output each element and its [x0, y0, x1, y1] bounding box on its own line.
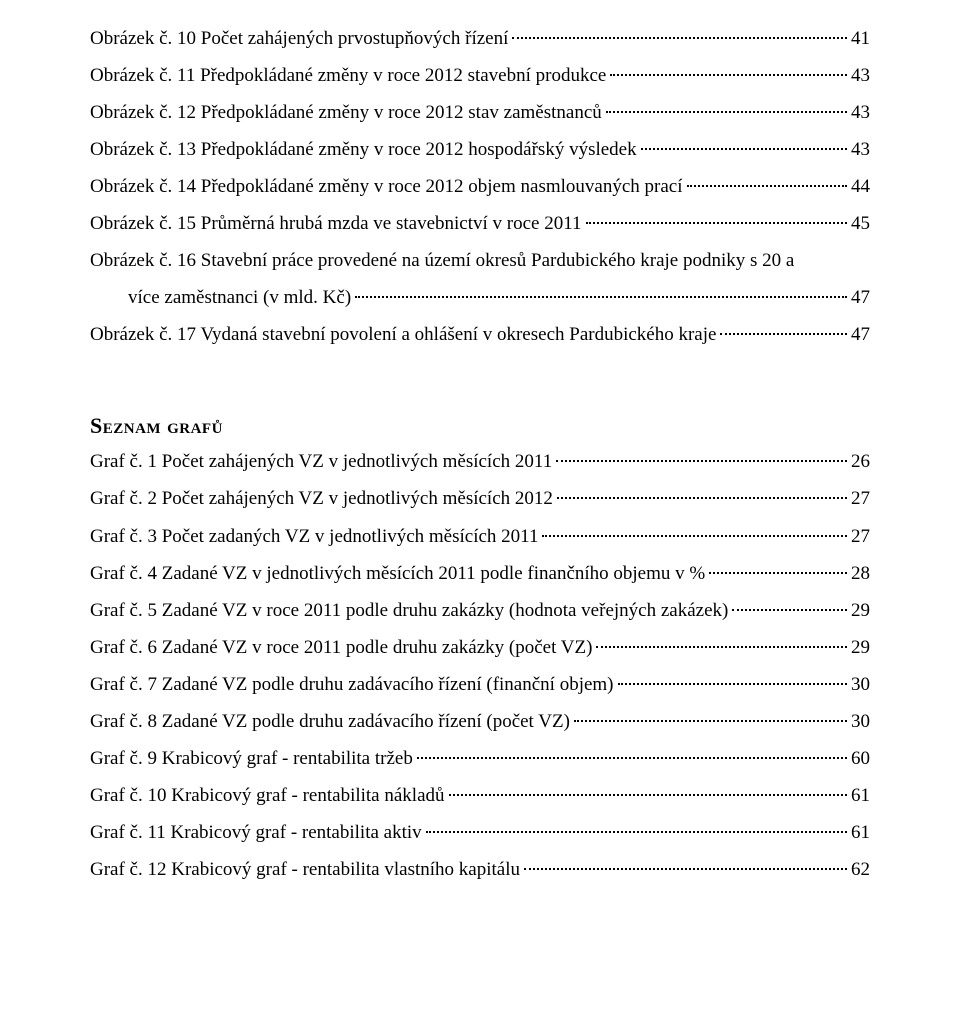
toc-entry-page: 60 [851, 740, 870, 777]
toc-entry-page: 29 [851, 629, 870, 666]
toc-entry-label: Graf č. 8 Zadané VZ podle druhu zadávací… [90, 703, 570, 740]
toc-entry-label: Obrázek č. 12 Předpokládané změny v roce… [90, 94, 602, 131]
toc-entry-page: 43 [851, 94, 870, 131]
toc-entry-label: Graf č. 2 Počet zahájených VZ v jednotli… [90, 480, 553, 517]
toc-entry-page: 45 [851, 205, 870, 242]
toc-entry-label: Graf č. 10 Krabicový graf - rentabilita … [90, 777, 445, 814]
toc-entry-label: Obrázek č. 17 Vydaná stavební povolení a… [90, 316, 716, 353]
toc-leader-dots [426, 831, 847, 833]
toc-leader-dots [732, 609, 847, 611]
toc-entry-label: Graf č. 4 Zadané VZ v jednotlivých měsíc… [90, 555, 705, 592]
toc-leader-dots [355, 296, 847, 298]
toc-entry-page: 61 [851, 814, 870, 851]
toc-entry-page: 30 [851, 666, 870, 703]
heading-text: Seznam grafů [90, 413, 223, 438]
toc-leader-dots [512, 37, 847, 39]
toc-entry-page: 43 [851, 131, 870, 168]
toc-entry: Obrázek č. 10 Počet zahájených prvostupň… [90, 20, 870, 57]
toc-leader-dots [720, 333, 847, 335]
toc-entry: Graf č. 3 Počet zadaných VZ v jednotlivý… [90, 518, 870, 555]
toc-entry-page: 28 [851, 555, 870, 592]
toc-leader-dots [610, 74, 847, 76]
toc-entry-label: Obrázek č. 14 Předpokládané změny v roce… [90, 168, 683, 205]
toc-entry-page: 30 [851, 703, 870, 740]
toc-entry: Obrázek č. 16 Stavební práce provedené n… [90, 242, 870, 279]
toc-entry-label: Obrázek č. 10 Počet zahájených prvostupň… [90, 20, 508, 57]
toc-entry-label: Graf č. 9 Krabicový graf - rentabilita t… [90, 740, 413, 777]
toc-entry-label: Graf č. 12 Krabicový graf - rentabilita … [90, 851, 520, 888]
toc-entry: Graf č. 1 Počet zahájených VZ v jednotli… [90, 443, 870, 480]
toc-entry-page: 62 [851, 851, 870, 888]
toc-entry-label: Obrázek č. 11 Předpokládané změny v roce… [90, 57, 606, 94]
toc-entry: Obrázek č. 17 Vydaná stavební povolení a… [90, 316, 870, 353]
toc-entry: více zaměstnanci (v mld. Kč) 47 [90, 279, 870, 316]
toc-leader-dots [449, 794, 847, 796]
list-of-figures: Obrázek č. 10 Počet zahájených prvostupň… [90, 20, 870, 353]
toc-entry: Graf č. 12 Krabicový graf - rentabilita … [90, 851, 870, 888]
toc-leader-dots [618, 683, 847, 685]
toc-entry: Graf č. 10 Krabicový graf - rentabilita … [90, 777, 870, 814]
toc-entry-label: více zaměstnanci (v mld. Kč) [128, 279, 351, 316]
toc-entry: Obrázek č. 15 Průměrná hrubá mzda ve sta… [90, 205, 870, 242]
toc-entry-page: 41 [851, 20, 870, 57]
toc-entry-page: 29 [851, 592, 870, 629]
toc-entry-label: Graf č. 1 Počet zahájených VZ v jednotli… [90, 443, 552, 480]
toc-leader-dots [586, 222, 847, 224]
toc-leader-dots [709, 572, 847, 574]
toc-leader-dots [542, 535, 847, 537]
toc-leader-dots [641, 148, 847, 150]
toc-leader-dots [606, 111, 847, 113]
toc-entry-label: Obrázek č. 13 Předpokládané změny v roce… [90, 131, 637, 168]
toc-entry: Graf č. 7 Zadané VZ podle druhu zadávací… [90, 666, 870, 703]
toc-entry-page: 44 [851, 168, 870, 205]
toc-entry: Obrázek č. 12 Předpokládané změny v roce… [90, 94, 870, 131]
toc-entry-label: Graf č. 6 Zadané VZ v roce 2011 podle dr… [90, 629, 592, 666]
toc-leader-dots [596, 646, 847, 648]
toc-entry-label: Graf č. 3 Počet zadaných VZ v jednotlivý… [90, 518, 538, 555]
toc-entry-page: 61 [851, 777, 870, 814]
toc-leader-dots [687, 185, 848, 187]
toc-entry-page: 47 [851, 279, 870, 316]
toc-entry: Graf č. 8 Zadané VZ podle druhu zadávací… [90, 703, 870, 740]
toc-entry-label: Graf č. 11 Krabicový graf - rentabilita … [90, 814, 422, 851]
toc-entry-page: 43 [851, 57, 870, 94]
toc-leader-dots [417, 757, 847, 759]
toc-leader-dots [557, 497, 847, 499]
toc-entry: Graf č. 5 Zadané VZ v roce 2011 podle dr… [90, 592, 870, 629]
toc-leader-dots [574, 720, 847, 722]
toc-entry-page: 27 [851, 518, 870, 555]
list-of-charts: Graf č. 1 Počet zahájených VZ v jednotli… [90, 443, 870, 888]
toc-entry: Obrázek č. 11 Předpokládané změny v roce… [90, 57, 870, 94]
toc-entry: Graf č. 6 Zadané VZ v roce 2011 podle dr… [90, 629, 870, 666]
toc-entry: Graf č. 9 Krabicový graf - rentabilita t… [90, 740, 870, 777]
toc-leader-dots [524, 868, 847, 870]
document-page: Obrázek č. 10 Počet zahájených prvostupň… [0, 0, 960, 918]
toc-entry-page: 47 [851, 316, 870, 353]
list-of-charts-heading: Seznam grafů [90, 413, 870, 439]
toc-entry-page: 26 [851, 443, 870, 480]
toc-entry-page: 27 [851, 480, 870, 517]
toc-leader-dots [556, 460, 847, 462]
toc-entry-label: Graf č. 7 Zadané VZ podle druhu zadávací… [90, 666, 614, 703]
toc-entry-label: Obrázek č. 16 Stavební práce provedené n… [90, 242, 794, 279]
toc-entry: Obrázek č. 14 Předpokládané změny v roce… [90, 168, 870, 205]
toc-entry-label: Graf č. 5 Zadané VZ v roce 2011 podle dr… [90, 592, 728, 629]
toc-entry: Obrázek č. 13 Předpokládané změny v roce… [90, 131, 870, 168]
toc-entry: Graf č. 11 Krabicový graf - rentabilita … [90, 814, 870, 851]
toc-entry: Graf č. 2 Počet zahájených VZ v jednotli… [90, 480, 870, 517]
toc-entry-label: Obrázek č. 15 Průměrná hrubá mzda ve sta… [90, 205, 582, 242]
toc-entry: Graf č. 4 Zadané VZ v jednotlivých měsíc… [90, 555, 870, 592]
